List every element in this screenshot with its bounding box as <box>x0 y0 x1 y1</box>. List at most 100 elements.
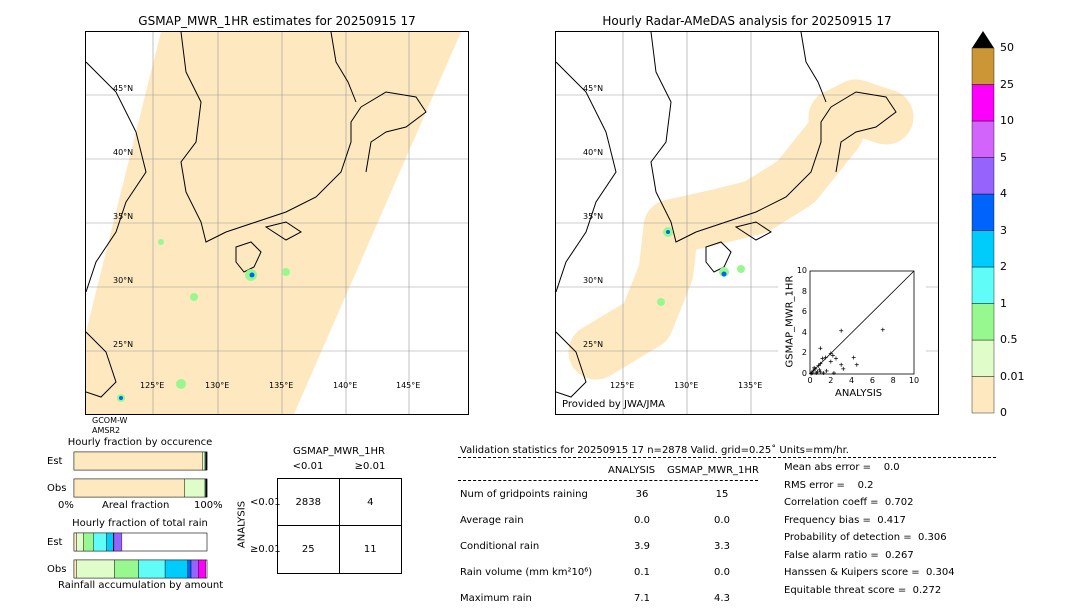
x-tick-label: 8 <box>890 376 896 385</box>
left-map-title: GSMAP_MWR_1HR estimates for 20250915 17 <box>138 14 416 28</box>
x-tick-label: 0 <box>807 376 813 385</box>
coastline <box>264 221 302 241</box>
sensor-label: AMSR2 <box>92 426 121 435</box>
colorbar-tick-label: 1 <box>1000 296 1007 310</box>
rain-fraction-title: Hourly fraction of total rain <box>72 518 208 529</box>
scatter-point <box>854 362 859 367</box>
colorbar-segment <box>971 266 995 304</box>
scatter-point <box>834 356 838 361</box>
scatter-point <box>816 363 821 368</box>
coastline <box>180 32 227 243</box>
occurrence-title: Hourly fraction by occurence <box>67 437 213 448</box>
colorbar-segment <box>971 157 995 195</box>
colorbar-tick-label: 50 <box>1000 41 1014 54</box>
scatter-point <box>828 359 833 364</box>
stat-label: Average rain <box>460 515 524 526</box>
colorbar-tick-label: 4 <box>1000 187 1007 200</box>
obs-label: Obs <box>47 483 67 494</box>
coastline <box>830 91 897 173</box>
right-map-title: Hourly Radar-AMeDAS analysis for 2025091… <box>602 14 892 28</box>
rain-fraction-bar-segment <box>138 559 166 579</box>
y-tick-label: 6 <box>801 307 807 317</box>
contingency-table: 2838 4 25 11 <box>277 478 402 574</box>
coastline <box>800 32 827 103</box>
scatter-ylabel: GSMAP_MWR_1HR <box>784 275 796 368</box>
stat-analysis: 36 <box>635 489 649 500</box>
y-tick-label: 0 <box>801 369 807 378</box>
scatter-point <box>828 351 833 356</box>
lat-label: 30°N <box>583 276 604 285</box>
col-label: <0.01 <box>292 461 324 472</box>
lon-label: 140°E <box>333 381 358 390</box>
score: Hanssen & Kuipers score = 0.304 <box>784 567 955 578</box>
diagonal-line <box>809 270 915 375</box>
x-max-label: 100% <box>194 500 223 511</box>
rain-fraction-xlabel: Rainfall accumulation by amount <box>58 580 224 591</box>
lat-label: 25°N <box>113 340 134 349</box>
left-map[interactable] <box>85 31 469 415</box>
stats-header: Validation statistics for 20250915 17 n=… <box>460 445 849 456</box>
lat-label: 35°N <box>583 212 604 221</box>
stat-gsmap: 4.3 <box>714 593 730 604</box>
col-gsmap: GSMAP_MWR_1HR <box>667 465 759 476</box>
scatter-point <box>880 327 885 332</box>
scatter-point <box>811 368 816 373</box>
stat-gsmap: 15 <box>715 489 729 500</box>
occurrence-bar-segment <box>73 478 185 498</box>
x-min-label: 0% <box>58 500 74 511</box>
rain-fraction-bar-segment <box>73 532 77 552</box>
occurrence-bar-segment <box>73 451 203 471</box>
stat-gsmap: 0.0 <box>714 515 730 526</box>
col-label: ≥0.01 <box>354 461 386 472</box>
score: False alarm ratio = 0.267 <box>784 549 914 561</box>
colorbar-tick-label: 0.01 <box>1000 369 1025 383</box>
colorbar-tick-label: 2 <box>1000 260 1007 273</box>
score: Probability of detection = 0.306 <box>784 532 947 543</box>
cell: 25 <box>278 526 340 573</box>
colorbar-segment <box>971 193 995 231</box>
occurrence-bar-segment <box>202 451 206 471</box>
score: Frequency bias = 0.417 <box>784 514 906 526</box>
sensor-label: GCOM-W <box>92 416 128 425</box>
coastline <box>556 61 617 293</box>
colorbar-tick-label: 5 <box>1000 150 1007 164</box>
scatter-point <box>809 371 814 376</box>
lat-label: 45°N <box>113 84 134 93</box>
stat-analysis: 0.1 <box>634 567 650 578</box>
lon-label: 125°E <box>610 381 635 390</box>
coastline <box>360 91 427 173</box>
scatter-point <box>839 328 844 333</box>
coastline <box>734 221 772 241</box>
colorbar-segment <box>971 84 995 122</box>
analysis-coverage <box>568 79 914 380</box>
coastline <box>86 331 117 398</box>
stat-analysis: 3.9 <box>634 541 650 552</box>
scatter-xlabel: ANALYSIS <box>835 388 883 399</box>
scatter-point <box>831 370 836 375</box>
scatter-point <box>818 346 823 351</box>
est-label: Est <box>47 456 63 467</box>
row-label: ≥0.01 <box>250 544 281 555</box>
lon-label: 145°E <box>396 381 421 390</box>
stat-gsmap: 3.3 <box>714 541 730 552</box>
y-tick-label: 8 <box>801 286 807 296</box>
colorbar-segment <box>971 230 995 268</box>
x-tick-label: 4 <box>849 376 855 385</box>
divider <box>458 457 996 458</box>
score: RMS error = 0.2 <box>784 479 874 491</box>
rain-fraction-bar-segment <box>190 559 199 579</box>
cell: 2838 <box>278 479 340 526</box>
scatter-point <box>824 368 829 373</box>
scatter-point <box>841 366 846 371</box>
y-tick-label: 2 <box>801 348 807 358</box>
stat-analysis: 0.0 <box>634 515 650 526</box>
divider <box>458 480 758 481</box>
lon-label: 135°E <box>738 381 763 390</box>
rain-fraction-bar-segment <box>113 532 123 552</box>
score: Mean abs error = 0.0 <box>784 462 900 473</box>
y-tick-label: 10 <box>796 266 807 275</box>
rain-fraction-bar-segment <box>198 559 206 579</box>
cell: 11 <box>363 544 377 555</box>
x-tick-label: 10 <box>908 376 920 385</box>
colorbar-tick-label: 0.5 <box>1000 333 1018 346</box>
